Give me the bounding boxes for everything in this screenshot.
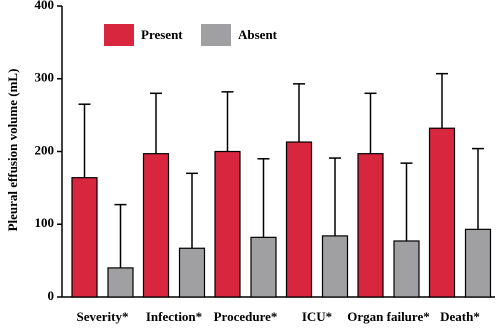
- bar: [357, 153, 384, 298]
- legend-label: Present: [141, 27, 183, 42]
- bar: [321, 235, 349, 298]
- x-tick-label: ICU*: [302, 309, 332, 324]
- legend-label: Absent: [238, 27, 278, 42]
- bar: [178, 247, 206, 298]
- bar: [428, 127, 456, 298]
- y-axis-label: Pleural effusion volume (mL): [5, 69, 20, 232]
- y-tick-label: 300: [35, 70, 55, 85]
- bar: [214, 150, 241, 298]
- bar: [393, 240, 420, 298]
- x-tick-label: Organ failure*: [347, 309, 429, 324]
- bar: [464, 228, 492, 298]
- bar: [142, 153, 170, 298]
- legend-swatch: [201, 24, 231, 46]
- bar: [285, 141, 313, 298]
- y-tick-label: 100: [35, 215, 55, 230]
- y-tick-label: 400: [35, 0, 55, 12]
- x-tick-label: Severity*: [77, 309, 129, 324]
- bar: [250, 236, 277, 298]
- bar: [107, 267, 134, 298]
- x-tick-label: Procedure*: [214, 309, 278, 324]
- x-tick-label: Infection*: [146, 309, 202, 324]
- legend-swatch: [104, 24, 134, 46]
- bar: [71, 177, 98, 298]
- y-tick-label: 0: [48, 288, 55, 303]
- x-tick-label: Death*: [440, 309, 480, 324]
- y-tick-label: 200: [35, 142, 55, 157]
